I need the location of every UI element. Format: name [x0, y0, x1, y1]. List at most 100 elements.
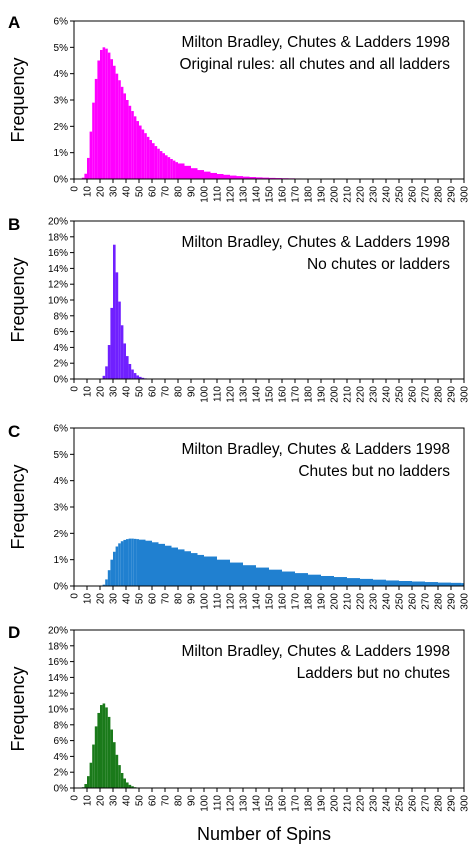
bar-C-24 — [204, 557, 217, 586]
bar-C-1 — [105, 579, 108, 586]
bar-A-43 — [217, 174, 224, 179]
x-tick-label-C-20: 200 — [330, 593, 341, 610]
y-tick-label-C-0: 0% — [54, 582, 69, 593]
x-tick-label-B-20: 200 — [330, 386, 341, 403]
bar-A-21 — [136, 121, 139, 179]
x-tick-label-B-13: 130 — [239, 386, 250, 403]
x-tick-label-C-3: 30 — [109, 593, 120, 605]
x-tick-label-B-5: 50 — [135, 386, 146, 398]
x-tick-label-C-6: 60 — [148, 593, 159, 605]
x-tick-label-A-19: 190 — [317, 186, 328, 203]
bar-C-9 — [126, 539, 129, 586]
x-tick-label-A-9: 90 — [187, 186, 198, 198]
y-tick-label-C-6: 6% — [54, 424, 69, 435]
bar-D-10 — [108, 717, 111, 788]
x-tick-label-A-25: 250 — [395, 186, 406, 203]
annotation-C-0: Milton Bradley, Chutes & Ladders 1998 — [181, 441, 450, 458]
x-tick-label-D-22: 220 — [356, 795, 367, 812]
bar-C-39 — [399, 581, 412, 586]
x-tick-label-C-15: 150 — [265, 593, 276, 610]
bar-C-33 — [321, 576, 334, 586]
bar-C-6 — [118, 543, 121, 586]
x-tick-label-D-25: 250 — [395, 795, 406, 812]
bar-A-33 — [168, 157, 171, 179]
y-tick-label-B-3: 6% — [54, 327, 69, 338]
bar-A-18 — [129, 106, 132, 179]
x-tick-label-A-26: 260 — [408, 186, 419, 203]
x-tick-label-B-10: 100 — [200, 386, 211, 403]
bar-D-4 — [92, 745, 95, 788]
bar-C-37 — [373, 580, 386, 586]
x-tick-label-A-24: 240 — [382, 186, 393, 203]
x-tick-label-B-6: 60 — [148, 386, 159, 398]
x-tick-label-D-27: 270 — [421, 795, 432, 812]
bar-A-26 — [149, 140, 152, 179]
y-tick-label-A-1: 1% — [54, 148, 69, 159]
bar-B-11 — [131, 370, 134, 379]
x-tick-label-D-18: 180 — [304, 795, 315, 812]
x-tick-label-D-8: 80 — [174, 795, 185, 807]
bar-B-4 — [113, 245, 116, 379]
bar-C-25 — [217, 560, 230, 586]
bar-A-10 — [108, 53, 111, 179]
bar-C-5 — [116, 547, 119, 587]
bar-A-2 — [87, 158, 90, 179]
bar-C-36 — [360, 579, 373, 586]
bar-B-1 — [105, 366, 108, 379]
bar-D-9 — [105, 707, 108, 788]
y-tick-label-A-3: 3% — [54, 96, 69, 107]
x-tick-label-D-26: 260 — [408, 795, 419, 812]
x-tick-label-A-1: 10 — [83, 186, 94, 198]
x-tick-label-A-17: 170 — [291, 186, 302, 203]
x-tick-label-C-22: 220 — [356, 593, 367, 610]
bar-C-7 — [121, 541, 124, 586]
x-tick-label-B-1: 10 — [83, 386, 94, 398]
bar-A-40 — [198, 170, 205, 179]
y-tick-label-C-4: 4% — [54, 476, 69, 487]
x-tick-label-B-9: 90 — [187, 386, 198, 398]
bar-C-21 — [185, 551, 192, 586]
x-tick-label-D-9: 90 — [187, 795, 198, 807]
x-tick-label-B-26: 260 — [408, 386, 419, 403]
x-tick-label-D-20: 200 — [330, 795, 341, 812]
x-tick-label-C-8: 80 — [174, 593, 185, 605]
bar-A-44 — [224, 175, 231, 179]
bar-C-29 — [269, 570, 282, 586]
x-tick-label-C-7: 70 — [161, 593, 172, 605]
x-tick-label-A-27: 270 — [421, 186, 432, 203]
x-tick-label-C-14: 140 — [252, 593, 263, 610]
bar-A-23 — [142, 129, 145, 179]
y-tick-label-B-0: 0% — [54, 375, 69, 386]
x-tick-label-A-30: 300 — [460, 186, 471, 203]
bar-A-20 — [134, 116, 137, 179]
x-tick-label-C-12: 120 — [226, 593, 237, 610]
x-tick-label-B-24: 240 — [382, 386, 393, 403]
bar-A-13 — [116, 74, 119, 179]
bar-C-31 — [295, 573, 308, 586]
bar-A-25 — [147, 137, 150, 179]
x-tick-label-B-27: 270 — [421, 386, 432, 403]
x-tick-label-D-15: 150 — [265, 795, 276, 812]
x-tick-label-C-16: 160 — [278, 593, 289, 610]
x-tick-label-D-30: 300 — [460, 795, 471, 812]
bar-C-22 — [191, 553, 198, 586]
y-tick-label-B-2: 4% — [54, 343, 69, 354]
bar-A-12 — [113, 66, 116, 179]
y-tick-label-A-6: 6% — [54, 17, 69, 28]
bar-A-4 — [92, 103, 95, 179]
bar-A-16 — [123, 93, 126, 179]
bar-A-28 — [155, 146, 158, 179]
bar-C-28 — [256, 568, 269, 586]
bar-A-11 — [110, 59, 113, 179]
x-tick-label-D-16: 160 — [278, 795, 289, 812]
x-tick-label-A-23: 230 — [369, 186, 380, 203]
x-tick-label-A-11: 110 — [213, 186, 224, 202]
bar-C-38 — [386, 580, 399, 586]
x-tick-label-C-2: 20 — [96, 593, 107, 605]
x-tick-label-A-5: 50 — [135, 186, 146, 198]
x-tick-label-A-16: 160 — [278, 186, 289, 203]
x-tick-label-C-4: 40 — [122, 593, 133, 605]
bar-B-8 — [123, 343, 126, 379]
bar-A-36 — [175, 162, 178, 179]
